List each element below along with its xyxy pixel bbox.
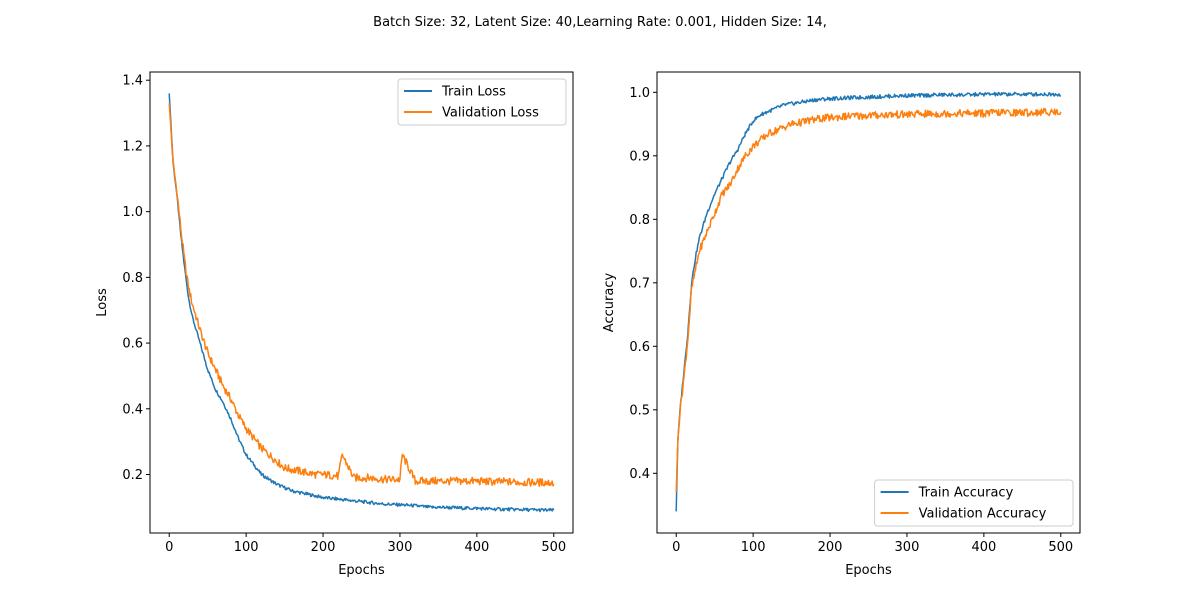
series-line-train-loss bbox=[168, 93, 555, 513]
legend-label: Train Loss bbox=[441, 85, 506, 100]
figure-suptitle: Batch Size: 32, Latent Size: 40,Learning… bbox=[373, 15, 827, 30]
x-axis-label: Epochs bbox=[845, 563, 892, 578]
legend-label: Train Accuracy bbox=[918, 486, 1014, 501]
y-tick-label: 0.5 bbox=[629, 403, 650, 418]
y-tick-label: 0.2 bbox=[122, 468, 143, 483]
y-tick-label: 0.6 bbox=[122, 337, 143, 352]
legend-label: Validation Loss bbox=[442, 106, 539, 121]
y-tick-label: 0.9 bbox=[629, 149, 650, 164]
y-axis-label: Loss bbox=[95, 288, 110, 317]
x-axis-label: Epochs bbox=[338, 563, 385, 578]
x-tick-label: 100 bbox=[741, 540, 766, 555]
y-tick-label: 0.8 bbox=[122, 271, 143, 286]
legend-box bbox=[397, 78, 567, 126]
series-line-train-accuracy bbox=[675, 91, 1062, 512]
y-axis-label: Accuracy bbox=[602, 273, 617, 333]
x-tick-label: 500 bbox=[1048, 540, 1073, 555]
y-tick-label: 1.4 bbox=[122, 74, 143, 89]
x-tick-label: 200 bbox=[311, 540, 336, 555]
x-tick-label: 300 bbox=[388, 540, 413, 555]
plot-frame bbox=[656, 71, 1081, 534]
x-tick-label: 400 bbox=[464, 540, 489, 555]
loss-panel: 0 100 200 300 400 500 0.2 0.4 0.6 0.8 1.0 1.2 1.4 Epo… bbox=[95, 71, 574, 578]
y-tick-label: 0.4 bbox=[629, 467, 650, 482]
y-tick-label: 1.2 bbox=[122, 139, 143, 154]
y-tick-label: 1.0 bbox=[122, 205, 143, 220]
y-tick-label: 0.6 bbox=[629, 340, 650, 355]
x-tick-label: 0 bbox=[165, 540, 173, 555]
x-tick-label: 400 bbox=[971, 540, 996, 555]
y-tick-label: 0.7 bbox=[629, 276, 650, 291]
x-tick-label: 200 bbox=[818, 540, 843, 555]
legend-label: Validation Accuracy bbox=[919, 507, 1047, 522]
y-tick-label: 0.8 bbox=[629, 213, 650, 228]
x-tick-label: 100 bbox=[234, 540, 259, 555]
x-tick-label: 0 bbox=[672, 540, 680, 555]
legend-box bbox=[874, 479, 1074, 527]
y-tick-label: 0.4 bbox=[122, 402, 143, 417]
x-tick-label: 300 bbox=[895, 540, 920, 555]
plot-frame bbox=[149, 71, 574, 534]
accuracy-panel: 0 100 200 300 400 500 0.4 0.5 0.6 0.7 0.8 0.9 1.0 Epo… bbox=[602, 71, 1081, 578]
x-tick-label: 500 bbox=[541, 540, 566, 555]
series-line-validation-loss bbox=[168, 103, 555, 487]
series-line-validation-accuracy bbox=[675, 107, 1062, 493]
y-tick-label: 1.0 bbox=[629, 86, 650, 101]
